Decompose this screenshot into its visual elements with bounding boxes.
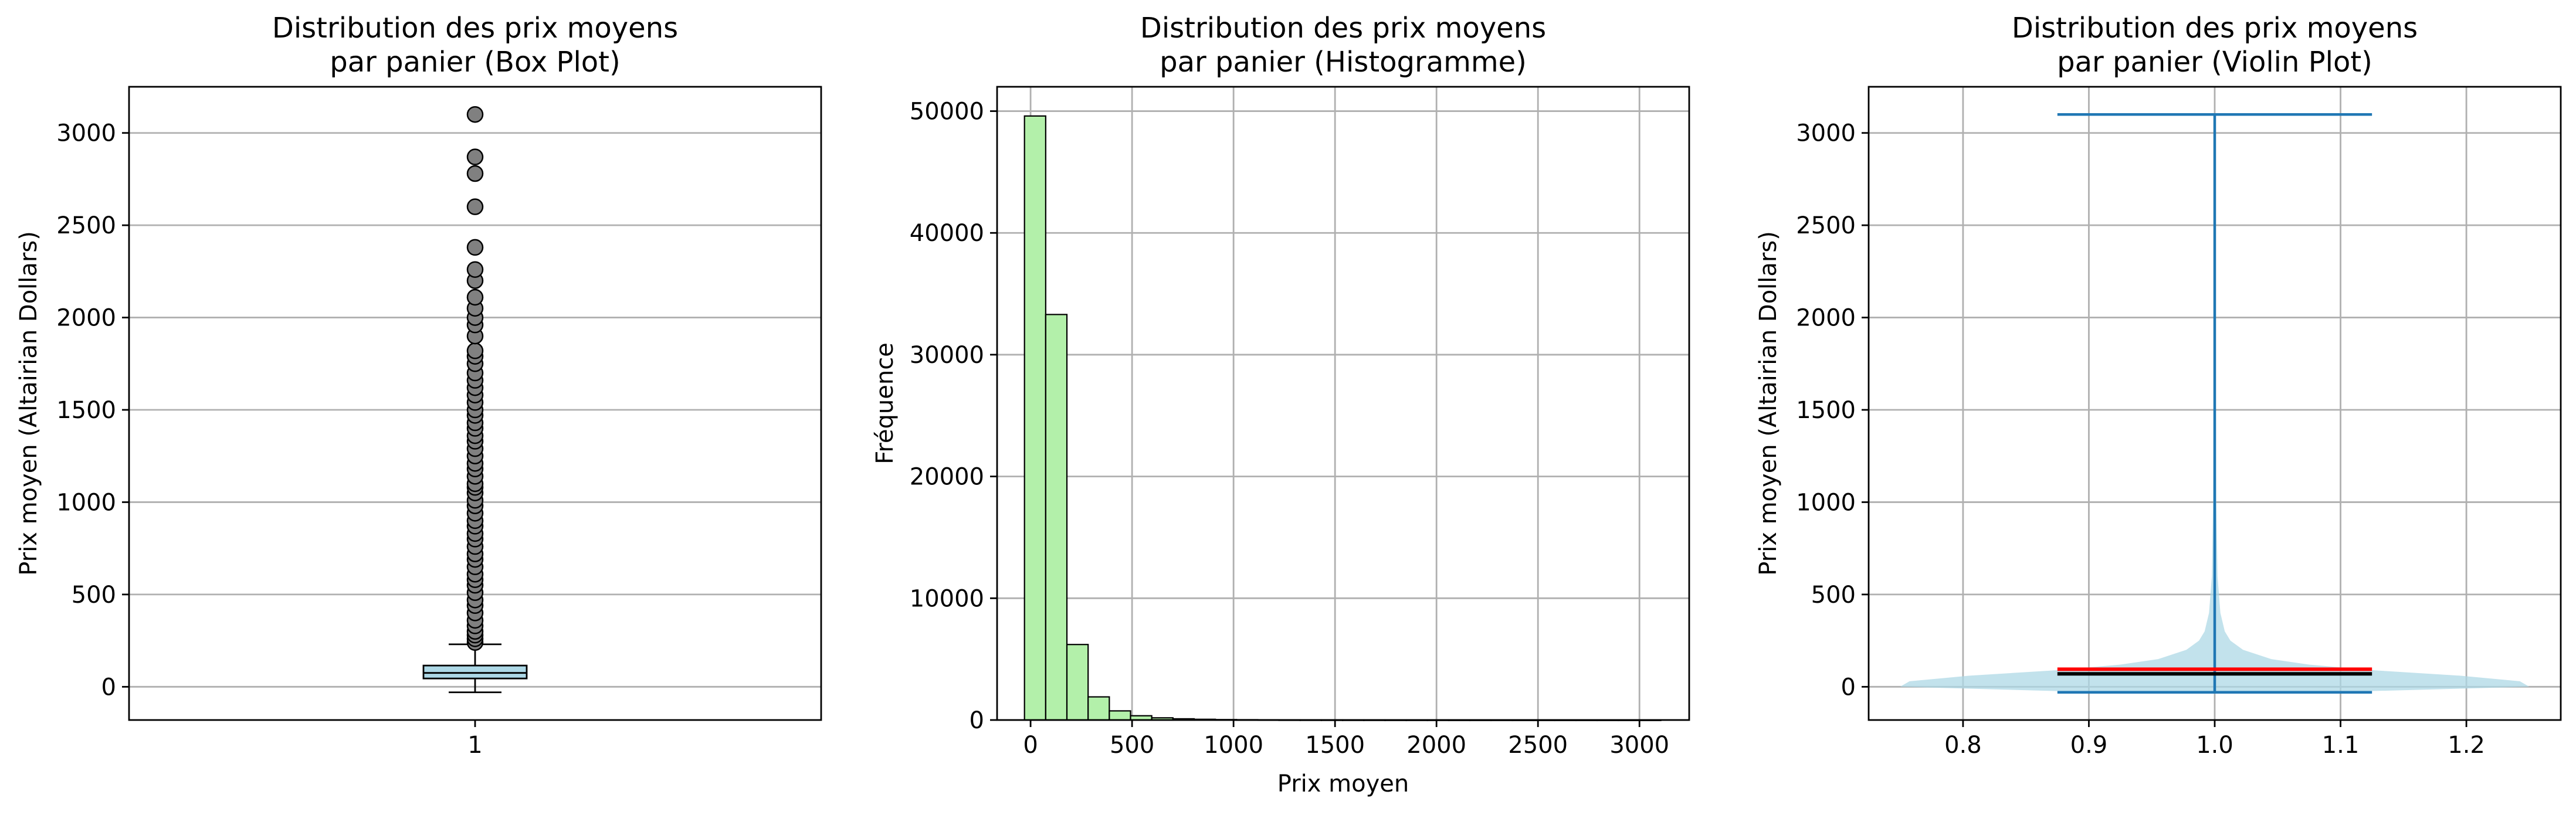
outlier-point (466, 198, 484, 215)
histogram-bar (1023, 115, 1046, 721)
histogram-bar (1045, 314, 1068, 721)
boxplot-panel: 0 500 1000 1500 2000 2500 3000 1 Distribution d… (15, 12, 822, 759)
histogram-y-tick-label: 10000 (910, 585, 984, 612)
violin-title-line-1: Distribution des prix moyens (2012, 12, 2418, 45)
histogram-y-tick-label: 40000 (910, 220, 984, 247)
histogram-x-tick-label: 3000 (1609, 732, 1669, 759)
histogram-frame (996, 86, 1690, 721)
violin-y-tick-label: 0 (1841, 674, 1856, 701)
histogram-x-tick-label: 0 (1023, 732, 1038, 759)
histogram-x-axis-label: Prix moyen (1277, 770, 1409, 797)
boxplot-y-tick-label: 3000 (56, 120, 116, 147)
histogram-y-tick-label: 50000 (910, 99, 984, 125)
violin-title-line-2: par panier (Violin Plot) (2057, 46, 2372, 79)
histogram-y-tick-label: 30000 (910, 342, 984, 369)
histogram-x-tick-label: 2500 (1508, 732, 1568, 759)
boxplot-y-tick-label: 1000 (56, 489, 116, 516)
boxplot-y-axis-label: Prix moyen (Altairian Dollars) (15, 231, 42, 576)
violin-y-tick-label: 1500 (1796, 397, 1856, 424)
histogram-panel: 0 10000 20000 30000 40000 50000 0 500 1000 1500 20… (872, 12, 1690, 797)
violin-y-tick-label: 2500 (1796, 212, 1856, 239)
boxplot-title-line-1: Distribution des prix moyens (272, 12, 678, 45)
violin-x-tick-label: 1.0 (2196, 732, 2233, 759)
histogram-title-line-2: par panier (Histogramme) (1160, 46, 1527, 79)
boxplot-x-tick-label: 1 (467, 732, 482, 759)
violin-y-tick-label: 2000 (1796, 305, 1856, 332)
outlier-point (466, 342, 484, 359)
histogram-x-tick-label: 500 (1110, 732, 1154, 759)
outlier-point (466, 288, 484, 306)
outlier-point (466, 148, 484, 165)
violin-x-tick-label: 0.9 (2070, 732, 2108, 759)
outlier-point (466, 261, 484, 278)
histogram-bar (1066, 644, 1089, 721)
boxplot-y-tick-label: 1500 (56, 397, 116, 424)
iqr-box (422, 664, 528, 680)
histogram-y-tick-label: 20000 (910, 464, 984, 491)
histogram-x-tick-label: 2000 (1406, 732, 1466, 759)
boxplot-y-tick-label: 500 (72, 582, 116, 609)
histogram-y-axis-label: Fréquence (872, 342, 899, 464)
histogram-y-tick-label: 0 (970, 707, 984, 734)
histogram-x-tick-label: 1000 (1204, 732, 1263, 759)
outlier-point (466, 106, 484, 123)
histogram-title-line-1: Distribution des prix moyens (1140, 12, 1546, 45)
violin-y-axis-label: Prix moyen (Altairian Dollars) (1755, 231, 1782, 576)
boxplot-title-line-2: par panier (Box Plot) (330, 46, 620, 79)
violin-y-tick-label: 3000 (1796, 120, 1856, 147)
boxplot-y-tick-label: 0 (101, 674, 116, 701)
histogram-bar (1109, 710, 1131, 721)
violin-x-tick-label: 0.8 (1944, 732, 1982, 759)
histogram-bar (1087, 696, 1110, 721)
boxplot-y-tick-label: 2000 (56, 305, 116, 332)
violin-y-tick-label: 1000 (1796, 489, 1856, 516)
outlier-point (466, 165, 484, 182)
histogram-x-tick-label: 1500 (1305, 732, 1365, 759)
boxplot-y-tick-label: 2500 (56, 212, 116, 239)
violin-y-tick-label: 500 (1811, 582, 1856, 609)
outlier-point (466, 239, 484, 256)
violin-x-tick-label: 1.2 (2448, 732, 2485, 759)
violin-x-tick-label: 1.1 (2322, 732, 2360, 759)
